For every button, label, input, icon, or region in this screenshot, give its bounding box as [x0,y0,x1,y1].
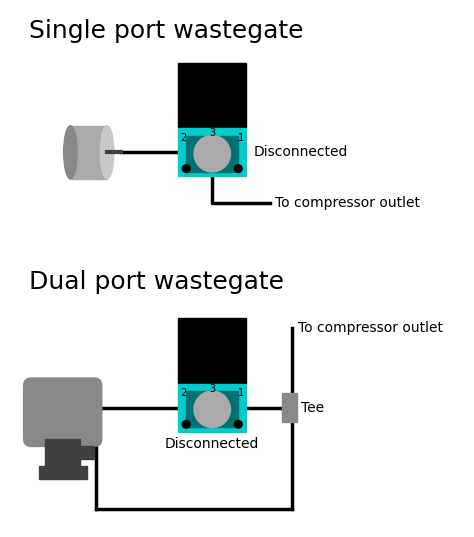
Ellipse shape [64,126,77,179]
Circle shape [194,391,230,427]
Bar [178,62,246,128]
Bar [38,466,87,479]
Circle shape [182,420,190,428]
Circle shape [235,165,242,172]
FancyBboxPatch shape [24,378,102,446]
Text: 2: 2 [180,133,186,143]
Bar [178,318,246,384]
Text: Tee: Tee [301,401,325,415]
Text: 2: 2 [180,388,186,398]
Text: Disconnected: Disconnected [254,146,348,159]
Bar [71,126,107,179]
Text: To compressor outlet: To compressor outlet [275,197,420,211]
Bar [186,136,238,171]
Text: Single port wastegate: Single port wastegate [29,19,303,43]
Text: 1: 1 [238,388,244,398]
Text: Disconnected: Disconnected [165,437,259,451]
Circle shape [194,135,230,172]
Bar [178,128,246,176]
Bar [282,394,297,423]
Ellipse shape [100,126,114,179]
Text: 3: 3 [209,383,215,394]
Text: 3: 3 [209,128,215,138]
Text: 1: 1 [238,133,244,143]
Bar [46,439,80,466]
Text: To compressor outlet: To compressor outlet [298,321,443,335]
Circle shape [235,420,242,428]
Circle shape [182,165,190,172]
Text: Dual port wastegate: Dual port wastegate [29,270,284,294]
Bar [178,384,246,432]
Bar [80,446,93,459]
Bar [186,391,238,427]
